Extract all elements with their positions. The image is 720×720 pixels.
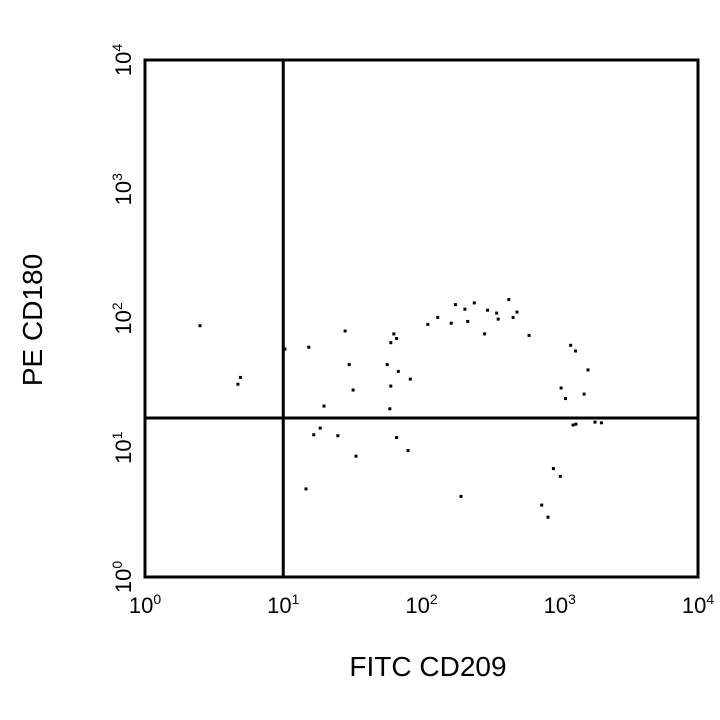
data-point [564,397,567,401]
data-point [395,436,399,439]
data-point [540,503,544,507]
data-point [574,422,578,426]
data-point [336,434,340,438]
data-point [343,329,347,333]
x-tick-label: 100 [129,591,161,618]
data-point [511,315,515,319]
y-tick-label: 102 [109,302,136,334]
data-point [507,298,511,302]
scatter-points [198,298,603,519]
data-point [453,303,457,307]
data-point [495,311,499,315]
data-point [459,494,463,498]
data-point [551,467,555,471]
x-tick-label: 103 [544,591,576,618]
data-point [582,392,586,396]
data-point [546,515,550,519]
data-point [593,420,597,424]
data-point [389,384,393,388]
data-point [198,324,202,328]
y-tick-label: 104 [109,44,136,76]
data-point [318,426,322,430]
y-tick-label: 101 [109,431,136,463]
data-point [351,388,355,392]
data-point [436,315,440,319]
data-point [515,310,519,314]
x-tick-label: 101 [267,591,299,618]
data-point [599,421,603,425]
data-point [354,454,358,458]
data-point [472,301,476,305]
y-axis-ticks: 100 101 102 103 104 [109,44,136,593]
data-point [426,322,430,326]
data-point [347,363,351,367]
data-point [586,368,590,372]
data-point [406,449,410,453]
data-point [238,375,242,379]
x-tick-label: 104 [682,591,714,618]
data-point [496,317,500,321]
y-axis-title: PE CD180 [17,254,48,386]
data-point [312,433,316,437]
data-point [483,332,487,336]
y-tick-label: 100 [109,561,136,593]
data-point [304,487,308,491]
data-point [574,349,577,353]
data-point [236,382,240,386]
plot-frame [143,58,700,579]
data-point [283,347,287,351]
data-point [388,407,392,411]
x-axis-title: FITC CD209 [349,651,506,682]
data-point [558,474,562,478]
data-point [527,333,531,337]
data-point [307,345,311,349]
data-point [385,363,389,367]
y-tick-label: 103 [109,173,136,205]
x-tick-label: 102 [405,591,437,618]
data-point [408,377,412,381]
data-point [466,319,470,323]
data-point [395,337,399,340]
data-point [449,321,453,325]
data-point [463,307,467,311]
x-axis-ticks: 100 101 102 103 104 [129,591,714,618]
data-point [389,341,393,345]
data-point [571,423,575,427]
data-point [322,404,326,408]
data-point [486,308,489,312]
data-point [396,369,400,373]
data-point [569,343,573,347]
data-point [392,332,396,336]
data-point [559,386,563,390]
